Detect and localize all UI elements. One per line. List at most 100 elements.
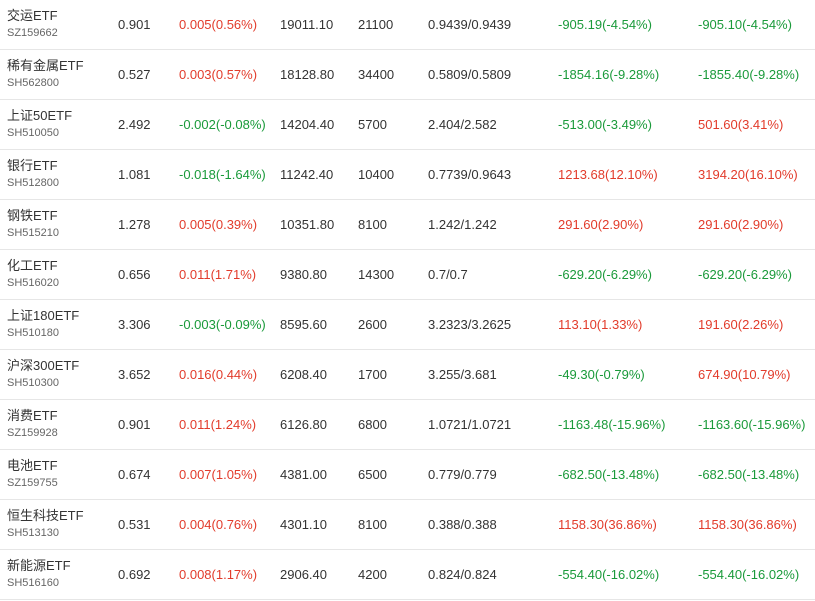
price-cell: 0.692 — [118, 549, 179, 600]
cost-cell: 0.9439/0.9439 — [428, 0, 558, 50]
table-row[interactable]: 沪深300ETF SH510300 3.652 0.016(0.44%) 620… — [0, 349, 815, 400]
table-row[interactable]: 电池ETF SZ159755 0.674 0.007(1.05%) 4381.0… — [0, 449, 815, 500]
fund-name[interactable]: 上证50ETF — [7, 107, 73, 123]
volume-cell: 10400 — [358, 149, 428, 200]
profit-loss-total-cell: -1163.60(-15.96%) — [698, 399, 815, 450]
table-row[interactable]: 化工ETF SH516020 0.656 0.011(1.71%) 9380.8… — [0, 249, 815, 300]
profit-loss-total-cell: 674.90(10.79%) — [698, 349, 815, 400]
volume-cell: 1700 — [358, 349, 428, 400]
change-cell: 0.007(1.05%) — [179, 449, 280, 500]
fund-cell[interactable]: 沪深300ETF SH510300 — [0, 349, 118, 400]
profit-loss-total-cell: -629.20(-6.29%) — [698, 249, 815, 300]
fund-code: SH516020 — [7, 276, 59, 289]
volume-cell: 8100 — [358, 499, 428, 550]
profit-loss-cell: 291.60(2.90%) — [558, 199, 698, 250]
price-cell: 1.081 — [118, 149, 179, 200]
amount-cell: 19011.10 — [280, 0, 358, 50]
fund-name[interactable]: 电池ETF — [7, 457, 58, 473]
table-row[interactable]: 交运ETF SZ159662 0.901 0.005(0.56%) 19011.… — [0, 0, 815, 50]
fund-cell[interactable]: 恒生科技ETF SH513130 — [0, 499, 118, 550]
cost-cell: 0.824/0.824 — [428, 549, 558, 600]
amount-cell: 10351.80 — [280, 199, 358, 250]
cost-cell: 0.7/0.7 — [428, 249, 558, 300]
fund-name[interactable]: 恒生科技ETF — [7, 507, 84, 523]
volume-cell: 14300 — [358, 249, 428, 300]
profit-loss-total-cell: 1158.30(36.86%) — [698, 499, 815, 550]
fund-code: SH562800 — [7, 76, 59, 89]
profit-loss-cell: -682.50(-13.48%) — [558, 449, 698, 500]
amount-cell: 4381.00 — [280, 449, 358, 500]
table-row[interactable]: 上证180ETF SH510180 3.306 -0.003(-0.09%) 8… — [0, 299, 815, 350]
change-cell: 0.005(0.56%) — [179, 0, 280, 50]
price-cell: 1.278 — [118, 199, 179, 250]
table-row[interactable]: 稀有金属ETF SH562800 0.527 0.003(0.57%) 1812… — [0, 49, 815, 100]
fund-code: SH512800 — [7, 176, 59, 189]
price-cell: 0.901 — [118, 399, 179, 450]
fund-cell[interactable]: 化工ETF SH516020 — [0, 249, 118, 300]
table-row[interactable]: 新能源ETF SH516160 0.692 0.008(1.17%) 2906.… — [0, 549, 815, 600]
change-cell: 0.008(1.17%) — [179, 549, 280, 600]
fund-code: SH513130 — [7, 526, 59, 539]
profit-loss-cell: 1213.68(12.10%) — [558, 149, 698, 200]
change-cell: 0.003(0.57%) — [179, 49, 280, 100]
profit-loss-total-cell: -682.50(-13.48%) — [698, 449, 815, 500]
amount-cell: 11242.40 — [280, 149, 358, 200]
change-cell: -0.018(-1.64%) — [179, 149, 280, 200]
amount-cell: 2906.40 — [280, 549, 358, 600]
fund-code: SH510300 — [7, 376, 59, 389]
table-row[interactable]: 上证50ETF SH510050 2.492 -0.002(-0.08%) 14… — [0, 99, 815, 150]
price-cell: 3.306 — [118, 299, 179, 350]
price-cell: 0.901 — [118, 0, 179, 50]
fund-cell[interactable]: 新能源ETF SH516160 — [0, 549, 118, 600]
fund-name[interactable]: 稀有金属ETF — [7, 57, 84, 73]
profit-loss-cell: 1158.30(36.86%) — [558, 499, 698, 550]
profit-loss-cell: -905.19(-4.54%) — [558, 0, 698, 50]
fund-name[interactable]: 沪深300ETF — [7, 357, 80, 373]
profit-loss-cell: -1163.48(-15.96%) — [558, 399, 698, 450]
profit-loss-total-cell: -1855.40(-9.28%) — [698, 49, 815, 100]
volume-cell: 21100 — [358, 0, 428, 50]
table-row[interactable]: 恒生科技ETF SH513130 0.531 0.004(0.76%) 4301… — [0, 499, 815, 550]
price-cell: 2.492 — [118, 99, 179, 150]
fund-name[interactable]: 交运ETF — [7, 7, 58, 23]
profit-loss-cell: -1854.16(-9.28%) — [558, 49, 698, 100]
price-cell: 0.527 — [118, 49, 179, 100]
fund-code: SZ159662 — [7, 26, 58, 39]
fund-name[interactable]: 化工ETF — [7, 257, 58, 273]
profit-loss-cell: -554.40(-16.02%) — [558, 549, 698, 600]
volume-cell: 6800 — [358, 399, 428, 450]
price-cell: 0.656 — [118, 249, 179, 300]
fund-name[interactable]: 消费ETF — [7, 407, 58, 423]
amount-cell: 4301.10 — [280, 499, 358, 550]
fund-name[interactable]: 新能源ETF — [7, 557, 71, 573]
profit-loss-cell: -513.00(-3.49%) — [558, 99, 698, 150]
fund-code: SH515210 — [7, 226, 59, 239]
change-cell: -0.002(-0.08%) — [179, 99, 280, 150]
fund-cell[interactable]: 上证50ETF SH510050 — [0, 99, 118, 150]
table-row[interactable]: 消费ETF SZ159928 0.901 0.011(1.24%) 6126.8… — [0, 399, 815, 450]
fund-name[interactable]: 上证180ETF — [7, 307, 80, 323]
change-cell: 0.011(1.71%) — [179, 249, 280, 300]
fund-cell[interactable]: 钢铁ETF SH515210 — [0, 199, 118, 250]
fund-code: SH510180 — [7, 326, 59, 339]
fund-cell[interactable]: 交运ETF SZ159662 — [0, 0, 118, 50]
fund-name[interactable]: 银行ETF — [7, 157, 58, 173]
fund-cell[interactable]: 稀有金属ETF SH562800 — [0, 49, 118, 100]
fund-code: SZ159928 — [7, 426, 58, 439]
fund-name[interactable]: 钢铁ETF — [7, 207, 58, 223]
table-row[interactable]: 钢铁ETF SH515210 1.278 0.005(0.39%) 10351.… — [0, 199, 815, 250]
change-cell: 0.004(0.76%) — [179, 499, 280, 550]
amount-cell: 6208.40 — [280, 349, 358, 400]
fund-cell[interactable]: 电池ETF SZ159755 — [0, 449, 118, 500]
fund-cell[interactable]: 银行ETF SH512800 — [0, 149, 118, 200]
table-row[interactable]: 银行ETF SH512800 1.081 -0.018(-1.64%) 1124… — [0, 149, 815, 200]
fund-cell[interactable]: 上证180ETF SH510180 — [0, 299, 118, 350]
fund-cell[interactable]: 消费ETF SZ159928 — [0, 399, 118, 450]
cost-cell: 0.7739/0.9643 — [428, 149, 558, 200]
price-cell: 0.674 — [118, 449, 179, 500]
profit-loss-total-cell: -905.10(-4.54%) — [698, 0, 815, 50]
cost-cell: 1.0721/1.0721 — [428, 399, 558, 450]
fund-code: SH510050 — [7, 126, 59, 139]
